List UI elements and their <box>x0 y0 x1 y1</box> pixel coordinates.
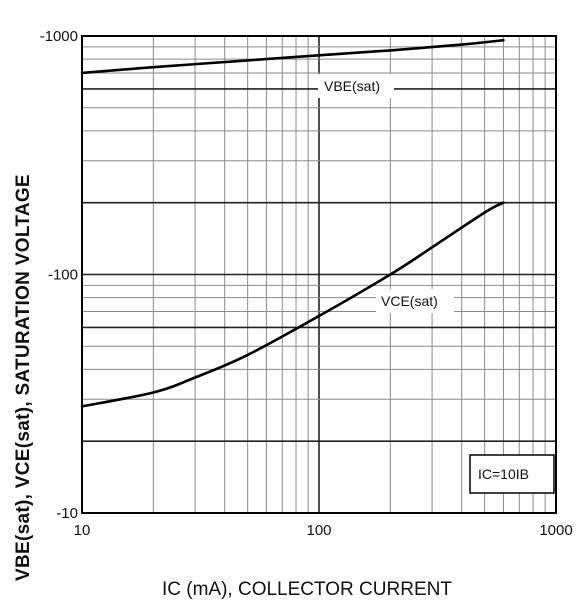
grid <box>82 36 556 513</box>
x-tick-label: 100 <box>306 522 331 539</box>
x-axis-label: IC (mA), COLLECTOR CURRENT <box>162 579 452 600</box>
y-tick-label: -10 <box>56 505 78 522</box>
x-tick-label: 1000 <box>539 522 572 539</box>
plot-frame <box>81 35 557 514</box>
series-line-vbe-sat <box>80 38 505 75</box>
curves <box>80 38 505 408</box>
series-label-vce: VCE(sat) <box>381 293 438 309</box>
y-axis-label: VBE(sat), VCE(sat), SATURATION VOLTAGE <box>13 174 34 581</box>
series-label-vbe: VBE(sat) <box>324 78 380 94</box>
vbe-label-bg <box>318 74 394 98</box>
series-line-vce-sat <box>80 201 505 408</box>
y-tick-label: -100 <box>48 267 78 284</box>
vce-label-bg <box>376 289 454 313</box>
x-tick-label: 10 <box>74 522 91 539</box>
tick-labels: 10 100 1000 -1000 -100 -10 <box>40 28 573 539</box>
condition-label: IC=10IB <box>478 466 529 482</box>
condition-box <box>469 454 555 494</box>
y-tick-label: -1000 <box>40 28 78 45</box>
